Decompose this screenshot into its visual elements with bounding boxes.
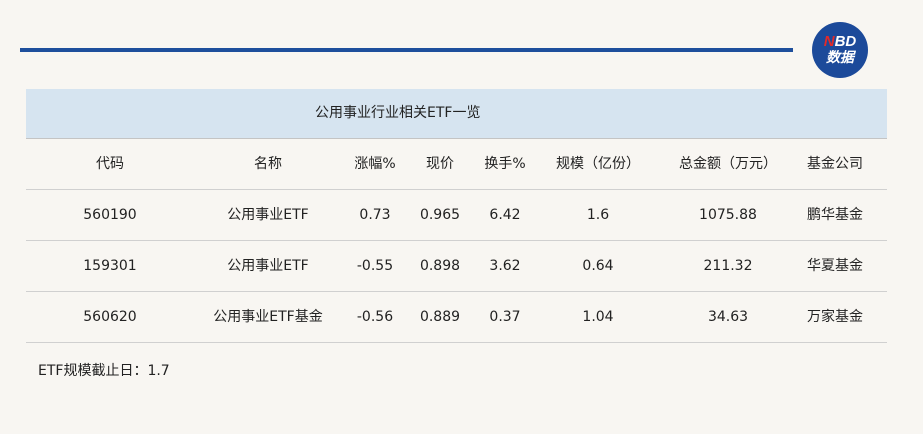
table-cell: 560620 xyxy=(83,309,137,325)
table-cell: 1075.88 xyxy=(699,207,757,223)
column-header: 基金公司 xyxy=(807,156,863,172)
table-cell: 34.63 xyxy=(707,309,749,325)
logo-bd: BD xyxy=(834,33,857,50)
table-cell: 0.965 xyxy=(419,207,461,223)
header-divider xyxy=(20,48,793,52)
table-cell: 0.37 xyxy=(489,309,521,325)
logo-n: N xyxy=(823,33,835,50)
column-header: 换手% xyxy=(484,156,526,172)
table-title: 公用事业行业相关ETF一览 xyxy=(315,105,481,121)
table-row: 560620 公用事业ETF基金 -0.56 0.889 0.37 1.04 34.63 万家… xyxy=(26,292,887,343)
table-cell: 华夏基金 xyxy=(807,258,863,274)
logo-text: 数据 xyxy=(826,49,854,65)
table-cell: 1.6 xyxy=(586,207,610,223)
table-cell: 1.04 xyxy=(582,309,614,325)
column-header: 总金额（万元） xyxy=(679,156,777,172)
column-header: 代码 xyxy=(96,156,124,172)
column-header: 名称 xyxy=(254,156,282,172)
table-cell: -0.56 xyxy=(356,309,394,325)
table-cell: 公用事业ETF xyxy=(227,207,309,223)
table-cell: 211.32 xyxy=(703,258,753,274)
table-cell: 公用事业ETF基金 xyxy=(213,309,323,325)
table-row: 560190 公用事业ETF 0.73 0.965 6.42 1.6 1075.88 鹏华基金 xyxy=(26,190,887,241)
column-header: 现价 xyxy=(426,156,454,172)
table-cell: -0.55 xyxy=(356,258,394,274)
table-header-row: 代码 名称 涨幅% 现价 换手% 规模（亿份） 总金额（万元） 基金公司 xyxy=(26,139,887,190)
table-row: 159301 公用事业ETF -0.55 0.898 3.62 0.64 211.32 华夏基… xyxy=(26,241,887,292)
column-header: 规模（亿份） xyxy=(556,156,640,172)
table-cell: 0.898 xyxy=(419,258,461,274)
column-header: 涨幅% xyxy=(354,156,396,172)
table-cell: 159301 xyxy=(83,258,137,274)
table-cell: 560190 xyxy=(83,207,137,223)
table-cell: 万家基金 xyxy=(807,309,863,325)
table-title-row: 公用事业行业相关ETF一览 xyxy=(26,89,887,139)
table-cell: 3.62 xyxy=(489,258,521,274)
table-cell: 0.889 xyxy=(419,309,461,325)
etf-table: 公用事业行业相关ETF一览 代码 名称 涨幅% 现价 换手% 规模（亿份） 总金额（万元） 基… xyxy=(26,89,887,343)
table-cell: 公用事业ETF xyxy=(227,258,309,274)
footnote: ETF规模截止日：1.7 xyxy=(38,363,170,379)
nbd-logo: NBD 数据 xyxy=(812,22,868,78)
table-cell: 0.73 xyxy=(359,207,391,223)
table-cell: 6.42 xyxy=(489,207,521,223)
table-cell: 鹏华基金 xyxy=(807,207,863,223)
table-cell: 0.64 xyxy=(582,258,614,274)
